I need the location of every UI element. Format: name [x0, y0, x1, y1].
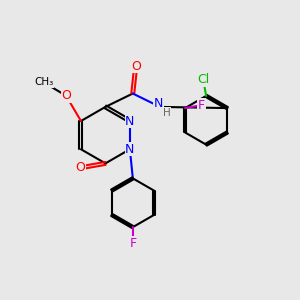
Text: N: N	[125, 143, 135, 156]
Text: F: F	[129, 237, 137, 250]
Text: O: O	[75, 161, 85, 174]
Text: O: O	[131, 60, 141, 73]
Text: F: F	[198, 99, 205, 112]
Text: CH₃: CH₃	[34, 77, 53, 87]
Text: H: H	[163, 108, 170, 118]
Text: O: O	[61, 89, 71, 102]
Text: N: N	[125, 115, 135, 128]
Text: N: N	[154, 98, 163, 110]
Text: Cl: Cl	[197, 73, 209, 86]
